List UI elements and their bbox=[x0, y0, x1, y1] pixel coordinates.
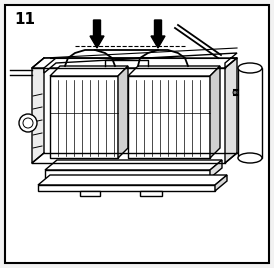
Polygon shape bbox=[128, 66, 220, 76]
Polygon shape bbox=[32, 58, 44, 163]
Polygon shape bbox=[45, 170, 210, 178]
Circle shape bbox=[23, 118, 33, 128]
Polygon shape bbox=[128, 76, 210, 158]
Circle shape bbox=[233, 91, 237, 95]
Polygon shape bbox=[45, 160, 222, 170]
Polygon shape bbox=[210, 160, 222, 178]
Ellipse shape bbox=[238, 63, 262, 73]
Bar bbox=[238, 68, 262, 158]
Polygon shape bbox=[38, 175, 227, 185]
Polygon shape bbox=[140, 191, 162, 196]
Polygon shape bbox=[32, 58, 237, 68]
Polygon shape bbox=[225, 58, 237, 163]
FancyArrow shape bbox=[151, 20, 165, 48]
Polygon shape bbox=[38, 185, 215, 191]
Ellipse shape bbox=[238, 153, 262, 163]
Text: 11: 11 bbox=[14, 12, 35, 27]
Polygon shape bbox=[80, 191, 100, 196]
Polygon shape bbox=[210, 66, 220, 158]
Polygon shape bbox=[50, 66, 128, 76]
Polygon shape bbox=[215, 175, 227, 191]
Polygon shape bbox=[118, 66, 128, 158]
Polygon shape bbox=[44, 53, 237, 73]
FancyArrow shape bbox=[90, 20, 104, 48]
Circle shape bbox=[19, 114, 37, 132]
Polygon shape bbox=[50, 76, 118, 158]
